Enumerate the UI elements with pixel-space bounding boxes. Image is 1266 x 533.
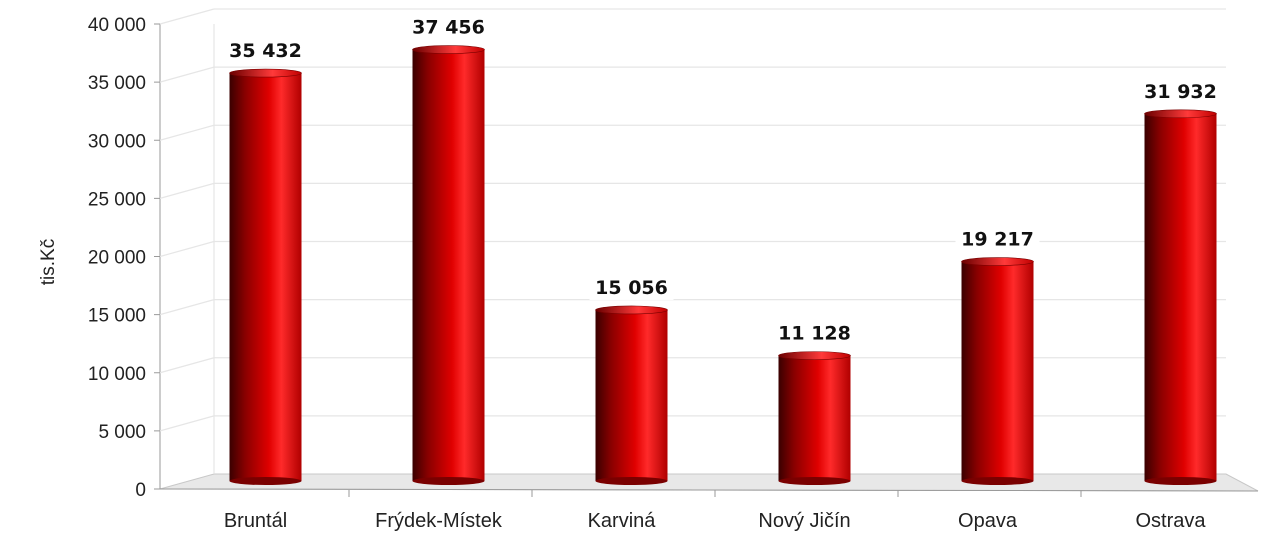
y-tick-label: 30 000 [88,131,146,152]
value-label: 11 128 [778,323,851,345]
bar-cap [961,257,1034,266]
x-axis [159,488,1259,497]
x-axis-line [159,488,1259,492]
bar-5 [1144,109,1217,485]
value-label: 37 456 [412,17,485,39]
gridline-side [159,8,215,25]
bar-0 [229,68,302,485]
bar-cap [229,68,302,78]
x-tick-label: Nový Jičín [758,510,850,532]
value-label: 31 932 [1144,81,1217,103]
y-tick-label: 0 [135,480,146,501]
gridline-side [159,66,215,83]
x-tick-label: Bruntál [224,510,287,532]
gridline-side [159,415,215,432]
y-axis: 0 5 000 10 000 15 000 20 000 25 000 30 000 35 0… [88,15,160,501]
x-tick-label: Ostrava [1135,510,1206,532]
bar-base [778,477,851,485]
y-tick-label: 5 000 [98,422,146,443]
bar-body [595,309,668,481]
value-label: 19 217 [961,229,1034,251]
bar-1 [412,45,485,485]
value-label-bg [955,225,1040,252]
bars [229,45,1217,485]
bar-cap [1144,109,1217,119]
value-label-bg [406,13,491,40]
bar-body [1144,113,1217,481]
y-tick-label: 35 000 [88,73,146,94]
bar-body [412,49,485,481]
x-tick-label: Karviná [588,510,657,532]
y-tick-label: 25 000 [88,189,146,210]
y-tick-label: 40 000 [88,15,146,36]
chart-floor [159,473,1259,492]
x-tick-label: Frýdek-Místek [375,510,503,532]
x-tick-label: Opava [958,510,1018,532]
value-label-bg [589,273,674,300]
bar-base [412,477,485,485]
gridline-side [159,240,215,258]
value-label: 35 432 [229,40,302,62]
y-tick-label: 20 000 [88,248,146,269]
bar-base [229,477,302,485]
gridline-side [159,124,215,141]
bar-base [1144,477,1217,485]
y-tick-label: 10 000 [88,364,146,385]
bar-3 [778,351,851,485]
bar-cap [595,305,668,315]
value-label-bg [772,319,857,346]
bar-base [595,477,668,485]
gridline-side [159,299,215,316]
category-labels: Bruntál Frýdek-Místek Karviná Nový Jičín Opa… [224,510,1207,532]
bar-cap [778,351,851,360]
bar-body [778,355,851,481]
bar-body [961,261,1034,481]
value-label-bg [223,37,308,64]
y-tick-label: 15 000 [88,306,146,327]
gridline-side [159,182,215,199]
value-label-bg [1138,77,1223,104]
plot-frame [159,24,1259,492]
value-labels: 35 432 37 456 15 056 11 128 19 217 31 932 [223,13,1223,346]
y-axis-title: tis.Kč [38,239,59,285]
bar-cap [412,45,485,54]
bar-base [961,477,1034,485]
gridline-side [159,357,215,374]
gridlines [159,8,1226,432]
bar-4 [961,257,1034,485]
bar-2 [595,305,668,485]
bar-body [229,73,302,481]
value-label: 15 056 [595,277,668,299]
